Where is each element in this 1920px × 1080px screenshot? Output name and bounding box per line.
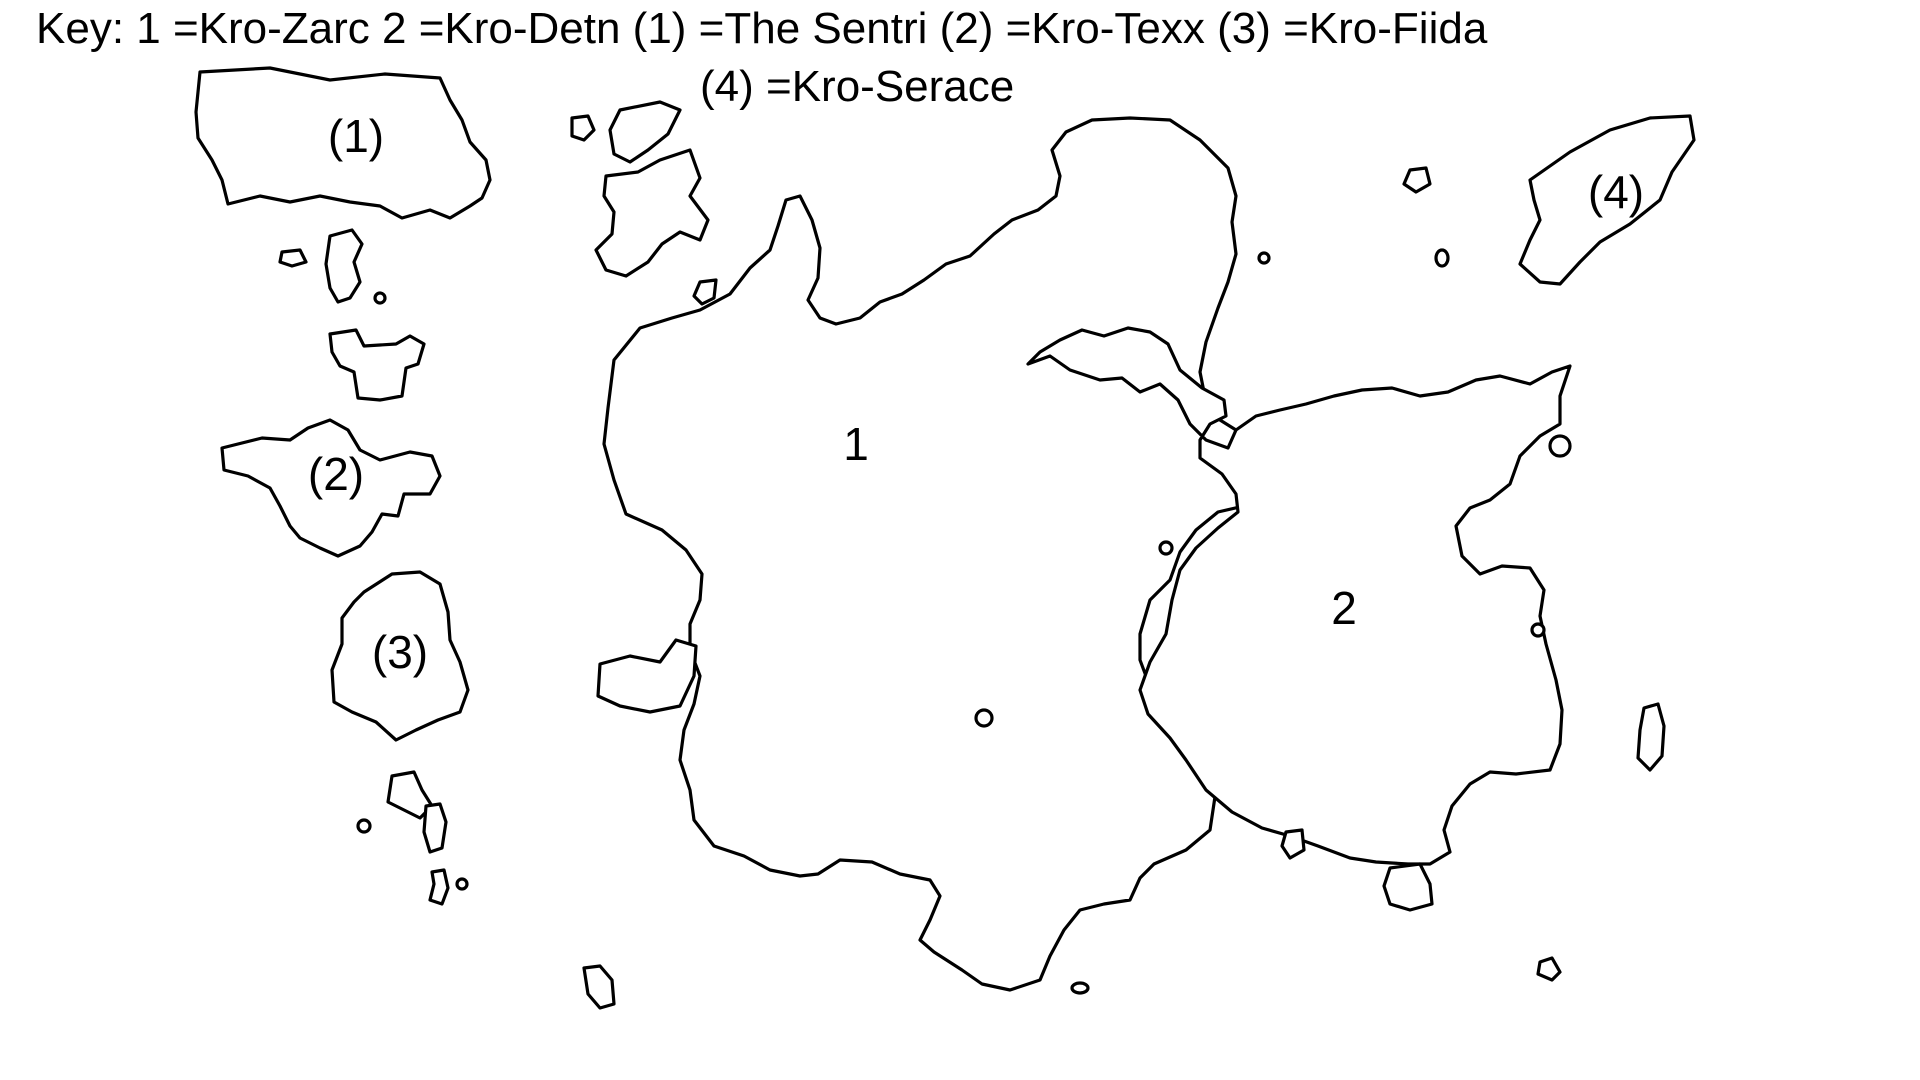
island-south-b <box>1382 862 1434 912</box>
islet-g <box>974 708 994 728</box>
island-north-b <box>570 114 596 142</box>
label-island-1: (1) <box>328 110 384 162</box>
island-kro-texx <box>220 418 442 558</box>
islet-d <box>1257 251 1271 265</box>
islet-b <box>356 818 372 834</box>
label-island-4: (4) <box>1588 166 1644 218</box>
island-small-c <box>328 328 426 402</box>
island-north-d <box>692 278 718 306</box>
islet-a <box>373 291 387 305</box>
islet-h <box>1158 540 1174 556</box>
island-the-sentri <box>194 66 492 220</box>
region-kro-detn <box>1026 326 1572 866</box>
island-kro-fiida <box>330 570 470 742</box>
region-kro-zarc <box>602 116 1248 992</box>
islet-j <box>1548 434 1572 458</box>
key-line-1: Key: 1 =Kro-Zarc 2 =Kro-Detn (1) =The Se… <box>36 4 1488 53</box>
islet-f <box>1070 981 1090 995</box>
islet-c <box>455 877 469 891</box>
key-line-2: (4) =Kro-Serace <box>700 62 1015 111</box>
island-kro-serace <box>1518 114 1696 286</box>
label-island-3: (3) <box>372 626 428 678</box>
label-region-2: 2 <box>1331 582 1357 634</box>
island-south-d <box>1536 956 1562 982</box>
island-south-a <box>1280 828 1306 860</box>
island-north-a <box>608 100 682 164</box>
islet-i <box>1530 622 1546 638</box>
island-small-b <box>278 248 308 268</box>
islet-e <box>1434 248 1450 268</box>
label-region-1: 1 <box>843 418 869 470</box>
island-small-e <box>422 802 448 854</box>
label-island-2: (2) <box>308 448 364 500</box>
island-east-a <box>1636 702 1666 772</box>
island-small-f <box>428 868 450 906</box>
region-1-west-bay <box>596 638 698 714</box>
island-small-a <box>324 228 364 304</box>
island-north-c <box>594 148 710 278</box>
island-north-e <box>1402 166 1432 194</box>
island-south-c <box>582 964 616 1010</box>
